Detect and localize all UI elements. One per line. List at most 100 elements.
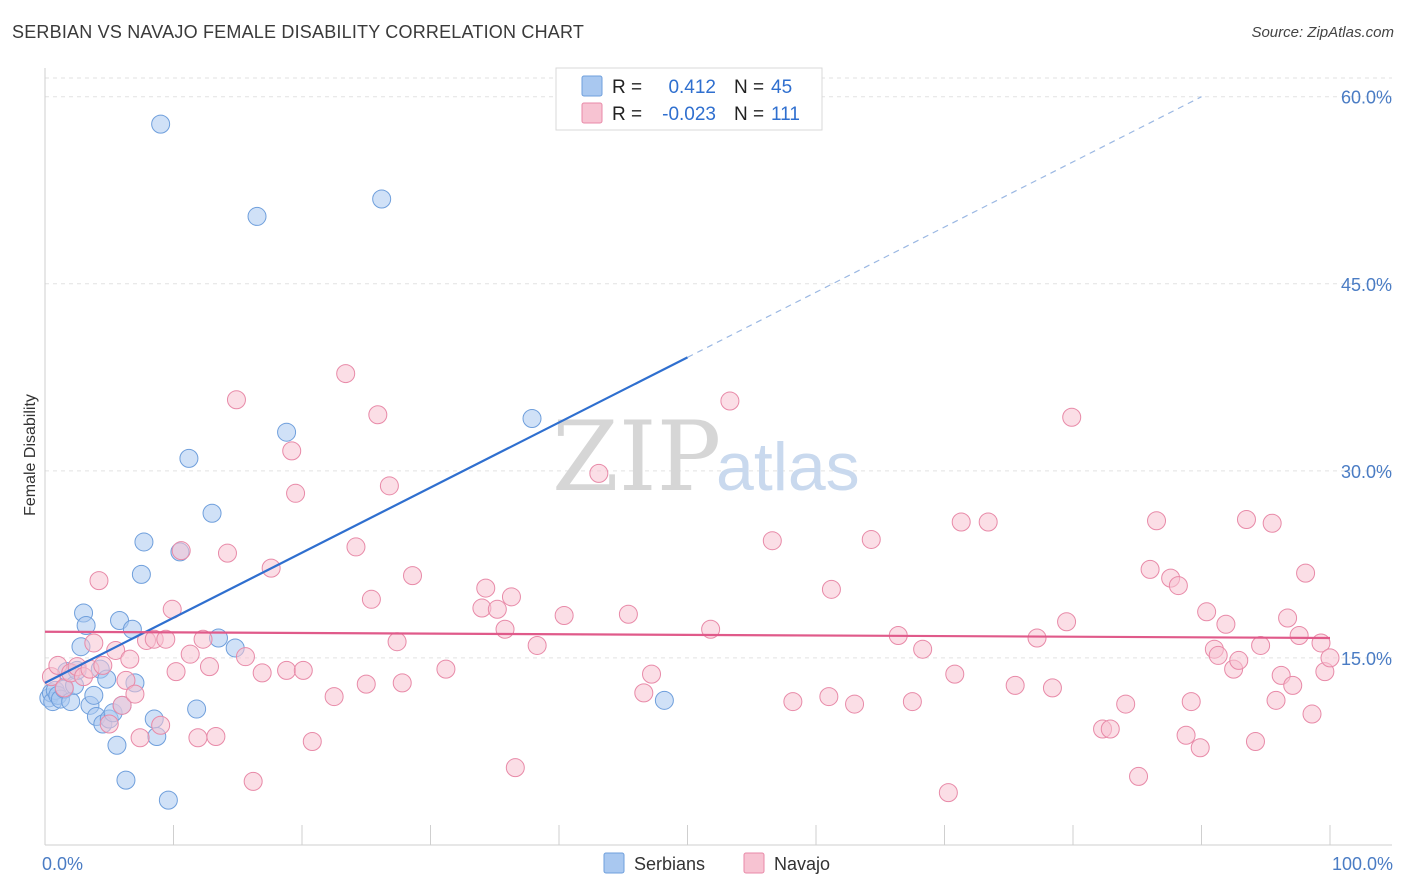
point-navajo bbox=[1168, 576, 1188, 596]
point-navajo bbox=[1190, 738, 1210, 758]
point-navajo bbox=[762, 531, 782, 551]
point-navajo bbox=[252, 663, 272, 683]
bottom-legend-label-serbians: Serbians bbox=[634, 854, 705, 874]
point-serbians bbox=[372, 189, 392, 209]
point-serbians bbox=[158, 790, 178, 810]
point-serbians bbox=[134, 532, 154, 552]
point-navajo bbox=[1302, 704, 1322, 724]
point-navajo bbox=[368, 405, 388, 425]
point-navajo bbox=[125, 684, 145, 704]
point-serbians bbox=[202, 503, 222, 523]
x-tick-label: 0.0% bbox=[42, 854, 83, 874]
point-navajo bbox=[387, 632, 407, 652]
point-navajo bbox=[978, 512, 998, 532]
point-navajo bbox=[720, 391, 740, 411]
point-navajo bbox=[199, 657, 219, 677]
legend-n-label-navajo: N = bbox=[734, 104, 764, 125]
point-navajo bbox=[1042, 678, 1062, 698]
legend-n-value-serbians: 45 bbox=[771, 77, 792, 98]
point-navajo bbox=[701, 619, 721, 639]
point-navajo bbox=[346, 537, 366, 557]
axes bbox=[44, 68, 1392, 846]
watermark-atlas: atlas bbox=[716, 429, 860, 505]
point-navajo bbox=[783, 692, 803, 712]
point-navajo bbox=[93, 655, 113, 675]
x-axis-ticks: 0.0% 100.0% bbox=[42, 825, 1393, 874]
point-navajo bbox=[1229, 650, 1249, 670]
point-serbians bbox=[151, 114, 171, 134]
y-axis-label: Female Disability bbox=[22, 394, 39, 516]
bottom-legend-swatch-navajo bbox=[743, 852, 765, 874]
point-navajo bbox=[1140, 559, 1160, 579]
chart-title: SERBIAN VS NAVAJO FEMALE DISABILITY CORR… bbox=[12, 22, 585, 42]
point-navajo bbox=[403, 566, 423, 586]
legend-swatch-navajo bbox=[581, 102, 603, 124]
point-navajo bbox=[235, 647, 255, 667]
point-navajo bbox=[938, 783, 958, 803]
point-navajo bbox=[945, 664, 965, 684]
point-navajo bbox=[1320, 648, 1340, 668]
point-navajo bbox=[361, 589, 381, 609]
point-navajo bbox=[1236, 509, 1256, 529]
point-navajo bbox=[171, 541, 191, 561]
point-navajo bbox=[436, 659, 456, 679]
y-tick-label: 15.0% bbox=[1341, 649, 1392, 669]
legend-r-value-navajo: -0.023 bbox=[662, 104, 716, 125]
point-navajo bbox=[589, 463, 609, 483]
point-serbians bbox=[107, 735, 127, 755]
point-navajo bbox=[642, 664, 662, 684]
legend-n-value-navajo: 111 bbox=[771, 104, 800, 125]
legend-r-label-serbians: R = bbox=[612, 77, 642, 98]
point-serbians bbox=[116, 770, 136, 790]
point-navajo bbox=[1100, 719, 1120, 739]
y-tick-label: 45.0% bbox=[1341, 275, 1392, 295]
point-serbians bbox=[654, 690, 674, 710]
point-navajo bbox=[1197, 602, 1217, 622]
point-serbians bbox=[522, 408, 542, 428]
point-navajo bbox=[1147, 511, 1167, 531]
legend-n-label-serbians: N = bbox=[734, 77, 764, 98]
point-navajo bbox=[634, 683, 654, 703]
point-navajo bbox=[193, 629, 213, 649]
series-navajo bbox=[41, 364, 1340, 803]
point-navajo bbox=[1251, 635, 1271, 655]
point-navajo bbox=[188, 728, 208, 748]
point-navajo bbox=[1278, 608, 1298, 628]
point-navajo bbox=[89, 571, 109, 591]
point-navajo bbox=[156, 629, 176, 649]
point-navajo bbox=[501, 587, 521, 607]
point-navajo bbox=[151, 715, 171, 735]
point-navajo bbox=[618, 604, 638, 624]
point-navajo bbox=[166, 662, 186, 682]
point-navajo bbox=[861, 529, 881, 549]
point-navajo bbox=[821, 579, 841, 599]
point-navajo bbox=[116, 670, 136, 690]
legend-r-value-serbians: 0.412 bbox=[668, 77, 716, 98]
point-serbians bbox=[277, 422, 297, 442]
point-navajo bbox=[302, 731, 322, 751]
legend: R = 0.412 N = 45 R = -0.023 N = 111 bbox=[555, 67, 823, 131]
point-navajo bbox=[1266, 690, 1286, 710]
legend-swatch-serbians bbox=[581, 75, 603, 97]
point-navajo bbox=[505, 758, 525, 778]
trend-line-extension-serbians bbox=[687, 96, 1202, 358]
trend-line-navajo bbox=[44, 630, 1331, 640]
point-navajo bbox=[243, 771, 263, 791]
point-navajo bbox=[951, 512, 971, 532]
point-navajo bbox=[392, 673, 412, 693]
y-tick-label: 30.0% bbox=[1341, 462, 1392, 482]
y-axis-ticks: 15.0% 30.0% 45.0% 60.0% bbox=[1341, 88, 1392, 669]
point-navajo bbox=[206, 726, 226, 746]
point-navajo bbox=[130, 728, 150, 748]
y-tick-label: 60.0% bbox=[1341, 88, 1392, 108]
point-navajo bbox=[819, 687, 839, 707]
point-navajo bbox=[99, 714, 119, 734]
point-navajo bbox=[1027, 628, 1047, 648]
point-navajo bbox=[1005, 675, 1025, 695]
bottom-legend-label-navajo: Navajo bbox=[774, 854, 830, 874]
point-navajo bbox=[913, 639, 933, 659]
point-navajo bbox=[845, 694, 865, 714]
point-navajo bbox=[487, 599, 507, 619]
bottom-legend: Serbians Navajo bbox=[603, 852, 830, 874]
